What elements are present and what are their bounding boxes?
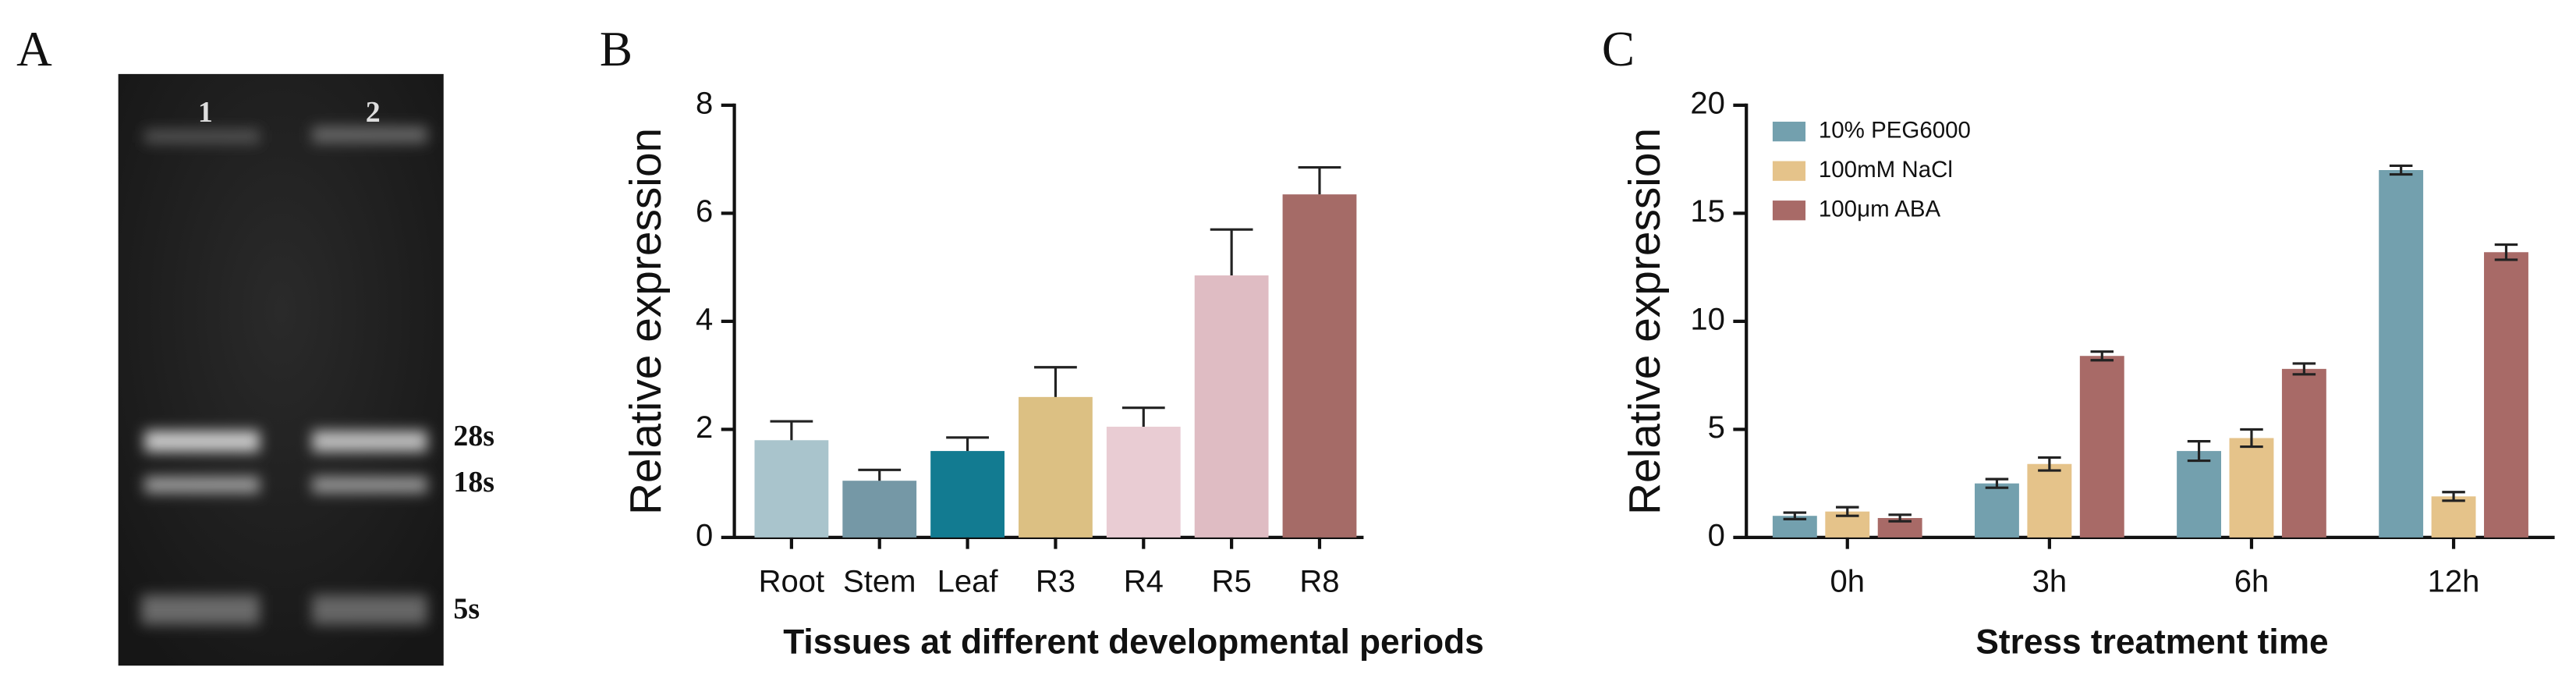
bar: [1194, 275, 1269, 538]
legend-label: 100mM NaCl: [1819, 157, 1953, 183]
panel-label: C: [1602, 22, 1635, 76]
marker-label: 28s: [453, 420, 494, 452]
y-tick-label: 10: [1690, 302, 1725, 336]
error-bar: [1298, 165, 1341, 195]
legend-swatch: [1772, 161, 1806, 181]
error-bar: [2090, 350, 2114, 362]
panel-label: A: [16, 22, 52, 76]
gel: [118, 73, 444, 666]
x-tick-label: R3: [1036, 564, 1075, 598]
y-tick-label: 8: [696, 86, 713, 120]
bar: [2229, 438, 2274, 538]
panel-label: B: [600, 22, 632, 76]
error-bar: [770, 420, 813, 441]
error-bar: [1985, 477, 2009, 489]
bar: [1282, 194, 1357, 538]
error-bar: [858, 468, 902, 481]
y-axis-title: Relative expression: [1621, 128, 1670, 515]
x-tick-label: Leaf: [937, 564, 999, 598]
gel-bands: [141, 126, 427, 625]
x-tick-label: 6h: [2234, 564, 2270, 598]
bar: [930, 451, 1005, 538]
bar: [1975, 483, 2019, 538]
bar: [2379, 169, 2424, 538]
error-bar: [1783, 511, 1807, 520]
x-axis-title: Tissues at different developmental perio…: [783, 623, 1484, 662]
y-tick-label: 6: [696, 194, 713, 229]
y-tick-label: 5: [1708, 410, 1725, 445]
bar: [2177, 451, 2221, 538]
x-tick-label: R5: [1212, 564, 1252, 598]
error-bar: [946, 436, 989, 452]
marker-label: 18s: [453, 466, 494, 499]
bar: [2027, 463, 2072, 538]
error-bar: [1888, 513, 1912, 523]
bar: [2079, 356, 2124, 538]
y-tick-label: 0: [1708, 518, 1725, 552]
x-tick-label: R4: [1124, 564, 1164, 598]
error-bar: [2038, 456, 2061, 472]
x-tick-label: R8: [1299, 564, 1339, 598]
error-bar: [2389, 164, 2413, 176]
bar: [2431, 496, 2476, 538]
bar: [842, 481, 917, 538]
bar: [754, 440, 829, 538]
y-tick-label: 20: [1690, 86, 1725, 120]
y-tick-label: 15: [1690, 194, 1725, 229]
error-bar: [2442, 491, 2465, 502]
error-bar: [1836, 506, 1859, 517]
x-tick-label: 12h: [2428, 564, 2480, 598]
legend-label: 10% PEG6000: [1819, 117, 1971, 143]
legend-swatch: [1772, 121, 1806, 142]
x-axis-title: Stress treatment time: [1975, 623, 2328, 662]
bar: [1019, 396, 1093, 538]
bar: [2281, 368, 2326, 538]
x-tick-label: Root: [759, 564, 825, 598]
lane-label: 1: [198, 96, 213, 129]
x-tick-label: 3h: [2032, 564, 2068, 598]
error-bar: [2240, 428, 2263, 449]
y-tick-label: 0: [696, 518, 713, 552]
error-bar: [1210, 228, 1253, 276]
error-bar: [2494, 243, 2518, 261]
marker-label: 5s: [453, 592, 480, 625]
bar: [1106, 426, 1181, 538]
bar: [2484, 252, 2528, 538]
error-bar: [2292, 362, 2316, 376]
error-bar: [1121, 406, 1165, 427]
x-tick-label: Stem: [843, 564, 916, 598]
y-axis-title: Relative expression: [622, 128, 671, 515]
legend-label: 100μm ABA: [1819, 197, 1941, 222]
error-bar: [1034, 366, 1077, 397]
y-tick-label: 4: [696, 302, 713, 336]
error-bar: [2187, 440, 2211, 463]
y-tick-label: 2: [696, 410, 713, 445]
lane-label: 2: [366, 96, 381, 129]
x-tick-label: 0h: [1830, 564, 1866, 598]
legend-swatch: [1772, 201, 1806, 221]
